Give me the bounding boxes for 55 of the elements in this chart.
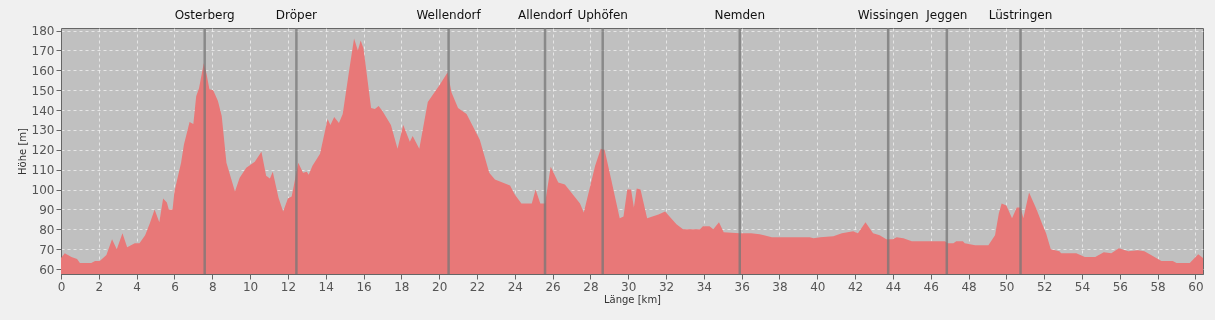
x-tick-label: 4 bbox=[133, 279, 141, 294]
x-tick-label: 0 bbox=[57, 279, 66, 294]
x-tick-label: 24 bbox=[507, 279, 523, 294]
x-tick-label: 40 bbox=[810, 279, 826, 294]
ref-line-label: Osterberg bbox=[174, 8, 235, 22]
y-tick-label: 130 bbox=[31, 123, 55, 138]
x-tick-label: 42 bbox=[847, 279, 864, 294]
x-tick-label: 30 bbox=[621, 279, 637, 294]
y-tick-label: 120 bbox=[31, 143, 55, 158]
x-tick-label: 12 bbox=[280, 279, 297, 294]
y-tick-label: 140 bbox=[31, 103, 55, 118]
y-tick-label: 80 bbox=[39, 222, 55, 237]
y-axis-title: Höhe [m] bbox=[16, 127, 28, 175]
x-tick-label: 54 bbox=[1074, 279, 1091, 294]
x-tick-label: 44 bbox=[885, 279, 902, 294]
x-tick-label: 20 bbox=[432, 279, 448, 294]
y-tick-label: 90 bbox=[39, 202, 55, 217]
x-tick-label: 6 bbox=[171, 279, 179, 294]
x-tick-label: 34 bbox=[696, 279, 712, 294]
y-tick-label: 60 bbox=[39, 262, 55, 277]
x-tick-label: 52 bbox=[1037, 279, 1053, 294]
x-tick-label: 46 bbox=[923, 279, 939, 294]
x-tick-label: 56 bbox=[1112, 279, 1128, 294]
y-tick-label: 180 bbox=[31, 24, 55, 39]
x-tick-label: 58 bbox=[1150, 279, 1166, 294]
ref-line-label: Lüstringen bbox=[988, 8, 1053, 22]
ref-line-label: Dröper bbox=[275, 8, 318, 22]
ref-line-label: Uphöfen bbox=[577, 8, 628, 22]
ref-line-label: Wellendorf bbox=[416, 8, 482, 22]
y-tick-label: 110 bbox=[31, 163, 55, 178]
ref-line-label: Jeggen bbox=[925, 8, 968, 22]
x-tick-label: 22 bbox=[469, 279, 486, 294]
x-tick-label: 2 bbox=[95, 279, 104, 294]
x-tick-label: 18 bbox=[394, 279, 410, 294]
ref-line-label: Wissingen bbox=[857, 8, 919, 22]
y-tick-label: 150 bbox=[31, 83, 55, 98]
x-tick-label: 50 bbox=[999, 279, 1015, 294]
y-tick-label: 160 bbox=[31, 63, 55, 78]
x-tick-label: 38 bbox=[772, 279, 788, 294]
x-tick-label: 8 bbox=[208, 279, 217, 294]
x-tick-label: 48 bbox=[961, 279, 977, 294]
y-tick-label: 100 bbox=[31, 183, 55, 198]
x-tick-label: 14 bbox=[318, 279, 334, 294]
x-tick-label: 26 bbox=[545, 279, 561, 294]
x-tick-label: 60 bbox=[1188, 279, 1204, 294]
x-tick-label: 32 bbox=[658, 279, 675, 294]
x-tick-label: 36 bbox=[734, 279, 750, 294]
ref-line-label: Nemden bbox=[714, 8, 766, 22]
y-tick-label: 70 bbox=[39, 242, 55, 257]
x-tick-label: 10 bbox=[242, 279, 259, 294]
ref-line-label: Allendorf bbox=[518, 8, 573, 22]
x-tick-label: 16 bbox=[356, 279, 372, 294]
x-tick-label: 28 bbox=[583, 279, 599, 294]
y-tick-label: 170 bbox=[31, 43, 55, 58]
x-axis-title: Länge [km] bbox=[603, 293, 662, 305]
